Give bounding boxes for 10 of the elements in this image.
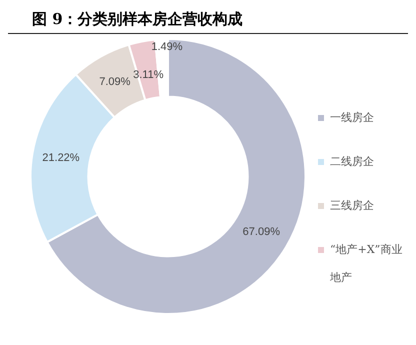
data-label: 7.09% <box>99 76 131 88</box>
data-label: 21.22% <box>42 152 80 164</box>
chart-title: 图 9：分类别样本房企营收构成 <box>8 8 408 34</box>
legend-label: 三线房企 <box>330 198 375 214</box>
data-label: 1.49% <box>151 41 183 54</box>
legend-label: 二线房企 <box>330 154 375 170</box>
category-label: “地产+X”商业地产 <box>330 243 402 284</box>
data-label: 3.11% <box>133 68 164 81</box>
data-label: 67.09% <box>242 226 280 238</box>
legend-label: 一线房企 <box>330 110 375 126</box>
